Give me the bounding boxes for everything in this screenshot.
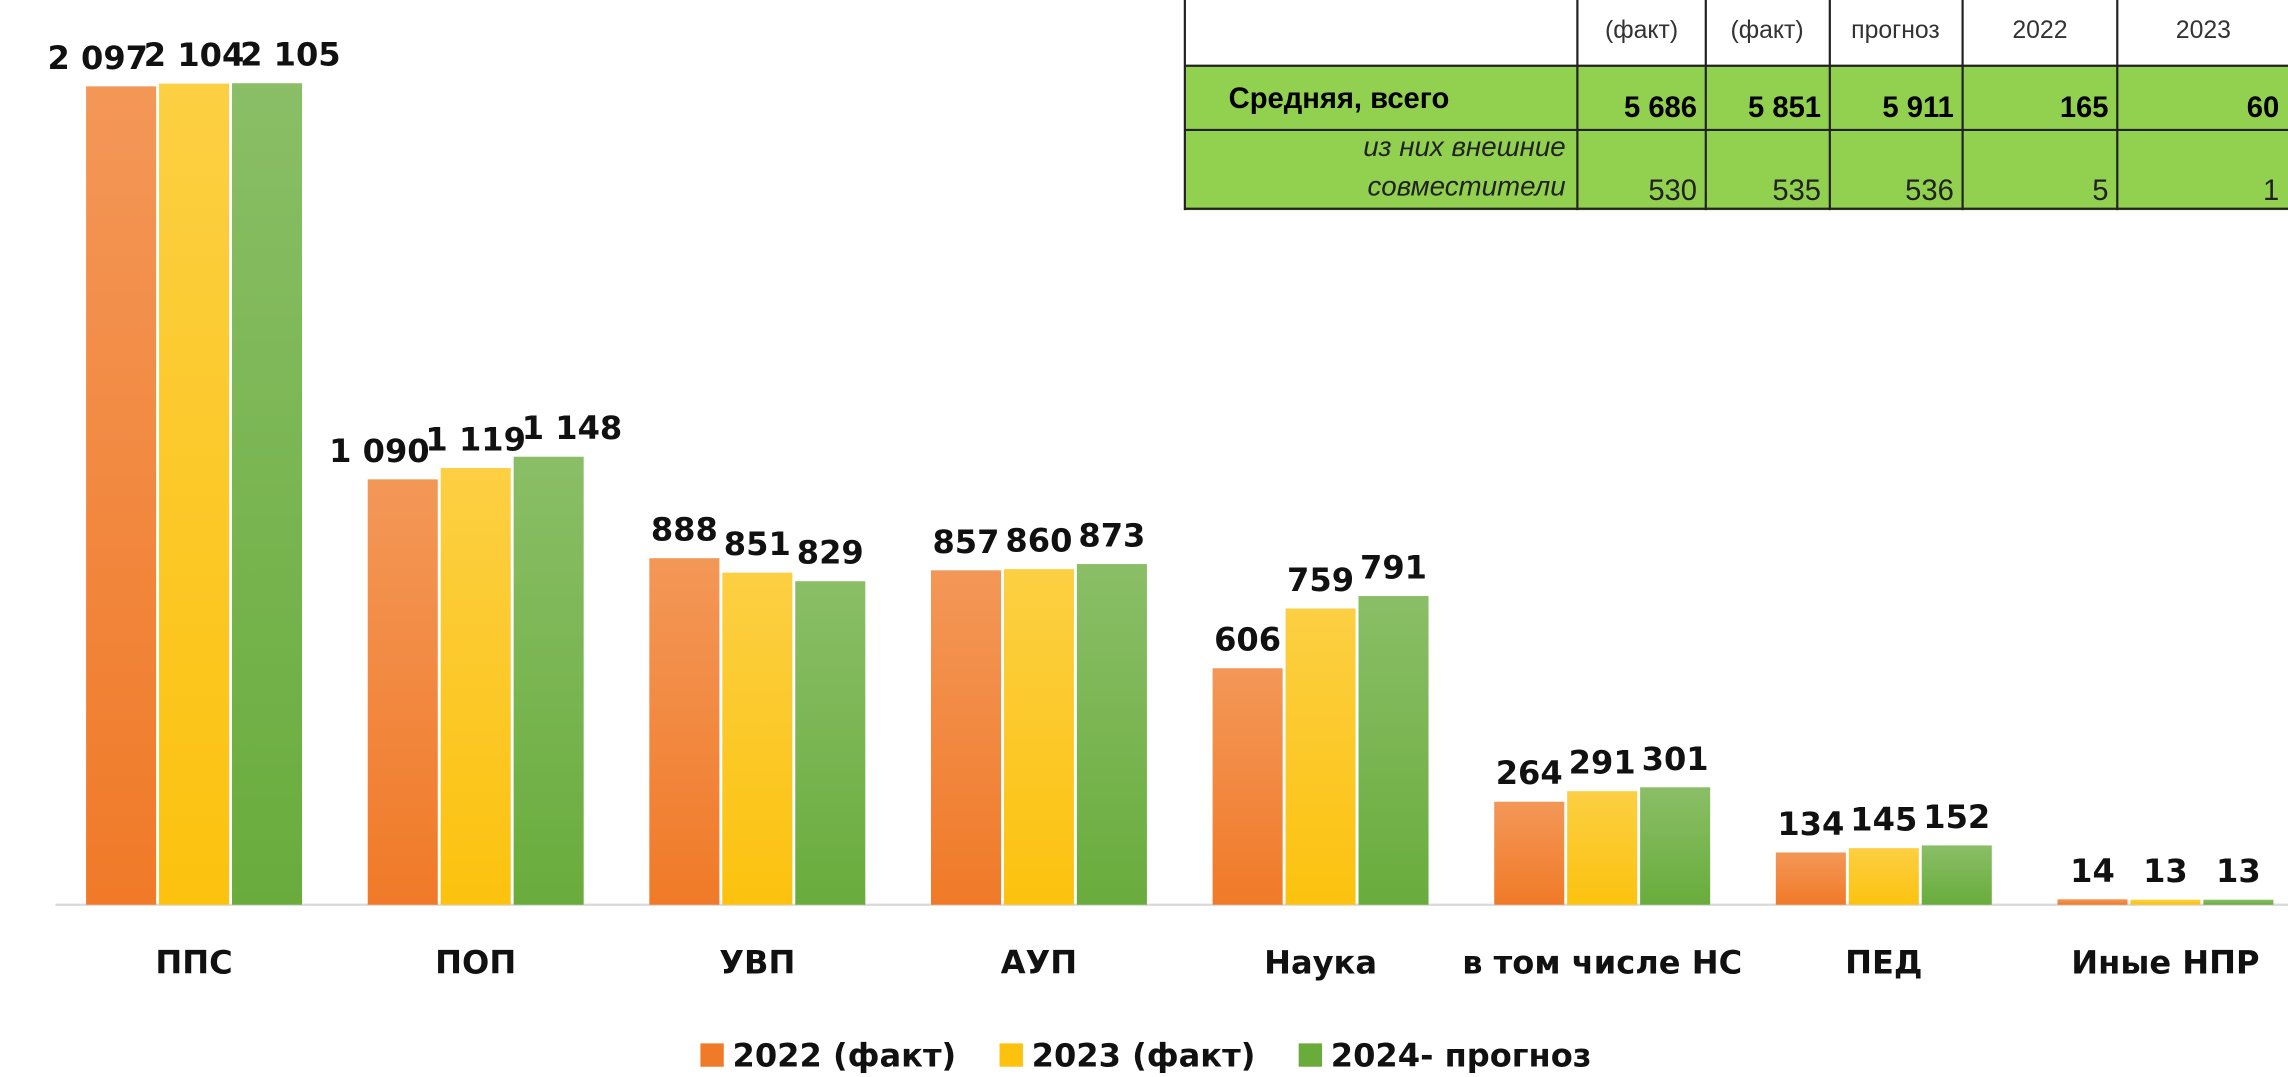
table-cell: 5 686 [1624, 92, 1697, 124]
bar [722, 572, 793, 905]
data-label: 152 [1923, 798, 1990, 836]
table-body [1184, 65, 2288, 211]
table-row-label: из них внешние [1363, 131, 1565, 162]
x-tick-label: в том числе НС [1462, 943, 1742, 981]
data-label: 134 [1777, 805, 1844, 843]
data-label: 857 [932, 523, 999, 561]
bar [159, 83, 230, 905]
x-tick-label: ППС [155, 943, 232, 981]
table-header: 2023 [2176, 17, 2231, 44]
data-label: 829 [797, 534, 864, 572]
table-cell: 536 [1905, 175, 1954, 207]
table: (факт) (факт) прогноз 2022 2023 Средняя, всег… [1183, 0, 2288, 211]
data-label: 13 [2216, 852, 2261, 890]
bar [440, 468, 511, 905]
x-tick-label: Иные НПР [2071, 943, 2259, 981]
table-header: 2022 [2012, 17, 2067, 44]
table-row-label: совместители [1367, 171, 1565, 202]
data-label: 13 [2143, 852, 2188, 890]
table-cell: 530 [1648, 175, 1697, 207]
legend-swatch [1298, 1043, 1323, 1067]
bar [1640, 787, 1711, 905]
x-tick-label: ПЕД [1845, 943, 1922, 981]
x-tick-label: АУП [1001, 943, 1077, 981]
data-label: 2 105 [240, 36, 341, 74]
table-cell: 5 911 [1882, 92, 1953, 124]
bar [1212, 668, 1283, 905]
data-label: 145 [1850, 801, 1917, 839]
bar [2130, 899, 2201, 905]
legend-swatch [999, 1043, 1023, 1067]
table-header: (факт) [1730, 17, 1803, 44]
data-label: 860 [1005, 522, 1072, 560]
data-label: 873 [1078, 517, 1145, 555]
bar [86, 86, 157, 905]
data-label: 791 [1360, 549, 1427, 587]
table-header: прогноз [1851, 17, 1940, 44]
legend-label: 2024- прогноз [1331, 1037, 1592, 1075]
data-label: 301 [1642, 740, 1709, 778]
data-label: 291 [1569, 744, 1636, 782]
bar [1775, 852, 1846, 905]
x-tick-label: Наука [1264, 943, 1377, 981]
table-cell: 1 [2263, 175, 2279, 207]
bar [2203, 899, 2274, 905]
table-row-label: Средняя, всего [1229, 83, 1450, 115]
table-header: (факт) [1605, 17, 1678, 44]
bar [1848, 848, 1919, 905]
data-label: 1 119 [425, 421, 526, 459]
data-label: 1 090 [329, 432, 430, 470]
bar [930, 570, 1001, 905]
bar [367, 479, 438, 905]
bar [513, 456, 584, 905]
data-label: 1 148 [522, 409, 623, 447]
x-tick-label: ПОП [435, 943, 516, 981]
bar [1076, 564, 1147, 905]
data-label: 14 [2070, 852, 2115, 890]
legend-label: 2022 (факт) [733, 1037, 957, 1075]
x-tick-label: УВП [719, 943, 795, 981]
table-cell: 5 851 [1748, 92, 1821, 124]
data-label: 264 [1496, 754, 1563, 792]
bar [2057, 899, 2128, 905]
data-label: 2 104 [144, 36, 245, 74]
data-label: 888 [651, 511, 718, 549]
table-cell: 535 [1772, 175, 1821, 207]
bar [1567, 791, 1638, 905]
table-cell: 60 [2247, 92, 2279, 124]
bar [1285, 608, 1356, 905]
bar [1003, 569, 1074, 905]
bar [232, 83, 303, 905]
bar [649, 558, 720, 905]
data-label: 759 [1287, 561, 1354, 599]
data-label: 606 [1214, 621, 1281, 659]
legend-swatch [700, 1043, 724, 1067]
bar [1921, 845, 1992, 905]
bar [1494, 801, 1565, 905]
data-label: 851 [724, 525, 791, 563]
bar [795, 581, 866, 905]
legend-label: 2023 (факт) [1032, 1037, 1256, 1075]
table-cell: 165 [2060, 92, 2109, 124]
data-label: 2 097 [48, 39, 149, 77]
table-cell: 5 [2092, 175, 2108, 207]
bar [1358, 596, 1429, 905]
